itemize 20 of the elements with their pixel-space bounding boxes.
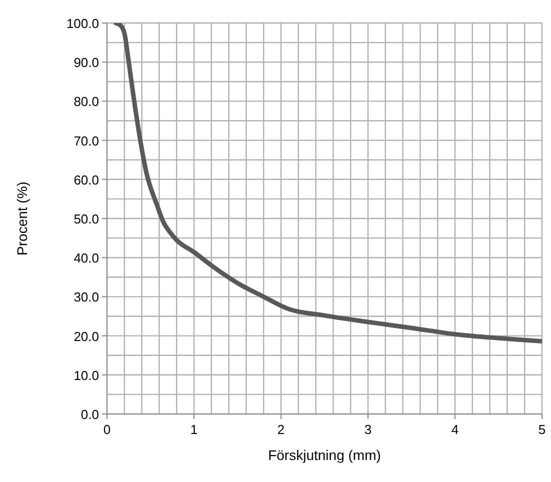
y-tick-label: 0.0 xyxy=(80,407,99,422)
y-tick-label: 50.0 xyxy=(74,212,99,226)
y-tick-label: 90.0 xyxy=(74,55,99,70)
line-series xyxy=(113,23,542,344)
y-tick-label: 20.0 xyxy=(74,328,99,344)
y-tick-label: 30.0 xyxy=(74,290,99,305)
y-tick-label: 10.0 xyxy=(74,368,99,383)
y-tick-label: 100.0 xyxy=(66,16,99,31)
y-tick-label: 40.0 xyxy=(74,250,99,266)
y-tick-label: 70.0 xyxy=(74,133,99,148)
x-axis-title: Förskjutning (mm) xyxy=(268,447,381,463)
x-tick-label: 3 xyxy=(364,422,372,437)
x-tick-label: 5 xyxy=(538,422,546,437)
x-tick-label: 4 xyxy=(451,422,459,437)
y-tick-label: 80.0 xyxy=(74,94,99,110)
x-tick-label: 2 xyxy=(277,422,285,437)
y-tick-label: 60.0 xyxy=(74,172,99,188)
y-axis-title: Procent (%) xyxy=(14,182,30,256)
x-tick-label: 0 xyxy=(103,422,111,437)
x-tick-label: 1 xyxy=(190,422,198,437)
